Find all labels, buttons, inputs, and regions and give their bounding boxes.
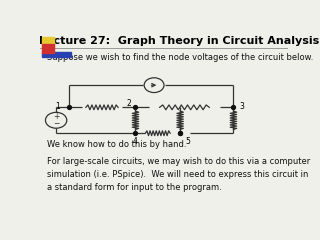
Text: 2: 2 bbox=[127, 99, 132, 108]
Text: 5: 5 bbox=[185, 137, 190, 146]
Bar bbox=[42, 52, 70, 57]
Text: +: + bbox=[53, 113, 59, 121]
Bar bbox=[43, 44, 54, 53]
Text: −: − bbox=[53, 119, 59, 128]
Text: For large-scale circuits, we may wish to do this via a computer
simulation (i.e.: For large-scale circuits, we may wish to… bbox=[47, 157, 311, 192]
Text: 1: 1 bbox=[55, 102, 60, 111]
Text: Suppose we wish to find the node voltages of the circuit below.: Suppose we wish to find the node voltage… bbox=[47, 53, 314, 62]
Text: 4: 4 bbox=[133, 137, 138, 146]
Bar bbox=[43, 37, 54, 46]
Text: 3: 3 bbox=[240, 102, 244, 111]
Text: Lecture 27:  Graph Theory in Circuit Analysis: Lecture 27: Graph Theory in Circuit Anal… bbox=[39, 36, 319, 46]
Text: We know how to do this by hand.: We know how to do this by hand. bbox=[47, 140, 187, 149]
